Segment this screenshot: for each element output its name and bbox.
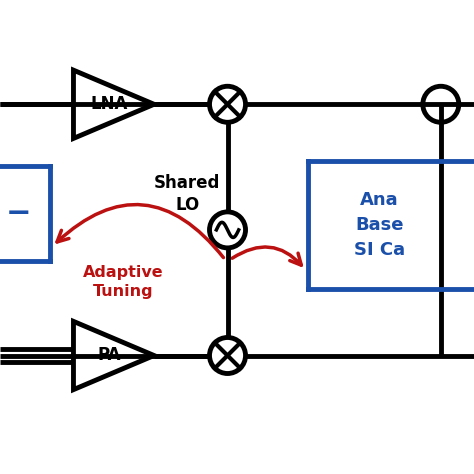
Text: Adaptive
Tuning: Adaptive Tuning xyxy=(83,265,164,299)
Text: Ana
Base
SI Ca: Ana Base SI Ca xyxy=(354,191,405,259)
Text: −: − xyxy=(6,199,32,228)
FancyArrowPatch shape xyxy=(57,205,223,257)
FancyArrowPatch shape xyxy=(232,247,301,265)
Text: Shared
LO: Shared LO xyxy=(154,174,220,214)
Text: LNA: LNA xyxy=(91,95,128,113)
Text: PA: PA xyxy=(97,346,121,365)
Text: −: − xyxy=(431,94,450,114)
